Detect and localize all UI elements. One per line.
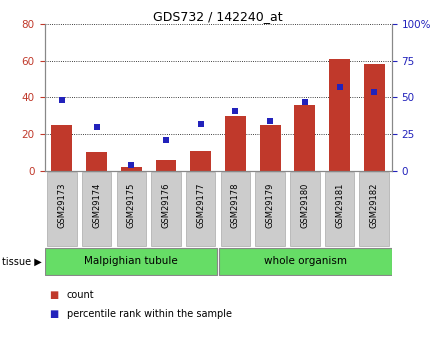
Text: whole organism: whole organism bbox=[264, 256, 347, 266]
Text: ■: ■ bbox=[49, 290, 58, 300]
FancyBboxPatch shape bbox=[47, 172, 77, 246]
Text: GSM29174: GSM29174 bbox=[92, 182, 101, 228]
FancyBboxPatch shape bbox=[44, 248, 217, 275]
FancyBboxPatch shape bbox=[325, 172, 354, 246]
FancyBboxPatch shape bbox=[255, 172, 285, 246]
Point bbox=[93, 124, 100, 130]
Text: GSM29177: GSM29177 bbox=[196, 182, 205, 228]
Point bbox=[58, 98, 65, 103]
Point bbox=[128, 162, 135, 168]
Text: GSM29175: GSM29175 bbox=[127, 182, 136, 228]
Point bbox=[267, 118, 274, 124]
FancyBboxPatch shape bbox=[219, 248, 392, 275]
Point bbox=[232, 108, 239, 114]
Text: Malpighian tubule: Malpighian tubule bbox=[84, 256, 178, 266]
Bar bbox=[329, 59, 350, 171]
Text: GSM29173: GSM29173 bbox=[57, 182, 66, 228]
Point bbox=[371, 89, 378, 95]
FancyBboxPatch shape bbox=[221, 172, 250, 246]
Text: GSM29181: GSM29181 bbox=[335, 182, 344, 228]
FancyBboxPatch shape bbox=[151, 172, 181, 246]
FancyBboxPatch shape bbox=[186, 172, 215, 246]
Bar bbox=[86, 152, 107, 171]
Text: GSM29180: GSM29180 bbox=[300, 182, 309, 228]
Bar bbox=[295, 105, 315, 171]
Point bbox=[336, 85, 343, 90]
FancyBboxPatch shape bbox=[117, 172, 146, 246]
Text: ■: ■ bbox=[49, 309, 58, 319]
Point bbox=[162, 137, 170, 143]
FancyBboxPatch shape bbox=[360, 172, 389, 246]
Bar bbox=[121, 167, 142, 171]
Bar bbox=[190, 151, 211, 171]
Bar bbox=[260, 125, 280, 171]
FancyBboxPatch shape bbox=[290, 172, 320, 246]
Text: GSM29179: GSM29179 bbox=[266, 182, 275, 228]
Text: GSM29178: GSM29178 bbox=[231, 182, 240, 228]
Title: GDS732 / 142240_at: GDS732 / 142240_at bbox=[153, 10, 283, 23]
Text: percentile rank within the sample: percentile rank within the sample bbox=[67, 309, 232, 319]
Text: count: count bbox=[67, 290, 94, 300]
Bar bbox=[156, 160, 176, 171]
Bar bbox=[225, 116, 246, 171]
Bar bbox=[52, 125, 72, 171]
Text: GSM29176: GSM29176 bbox=[162, 182, 170, 228]
Text: tissue ▶: tissue ▶ bbox=[2, 256, 42, 266]
Bar bbox=[364, 65, 384, 171]
Text: GSM29182: GSM29182 bbox=[370, 182, 379, 228]
Point bbox=[197, 121, 204, 127]
FancyBboxPatch shape bbox=[82, 172, 111, 246]
Point bbox=[301, 99, 308, 105]
